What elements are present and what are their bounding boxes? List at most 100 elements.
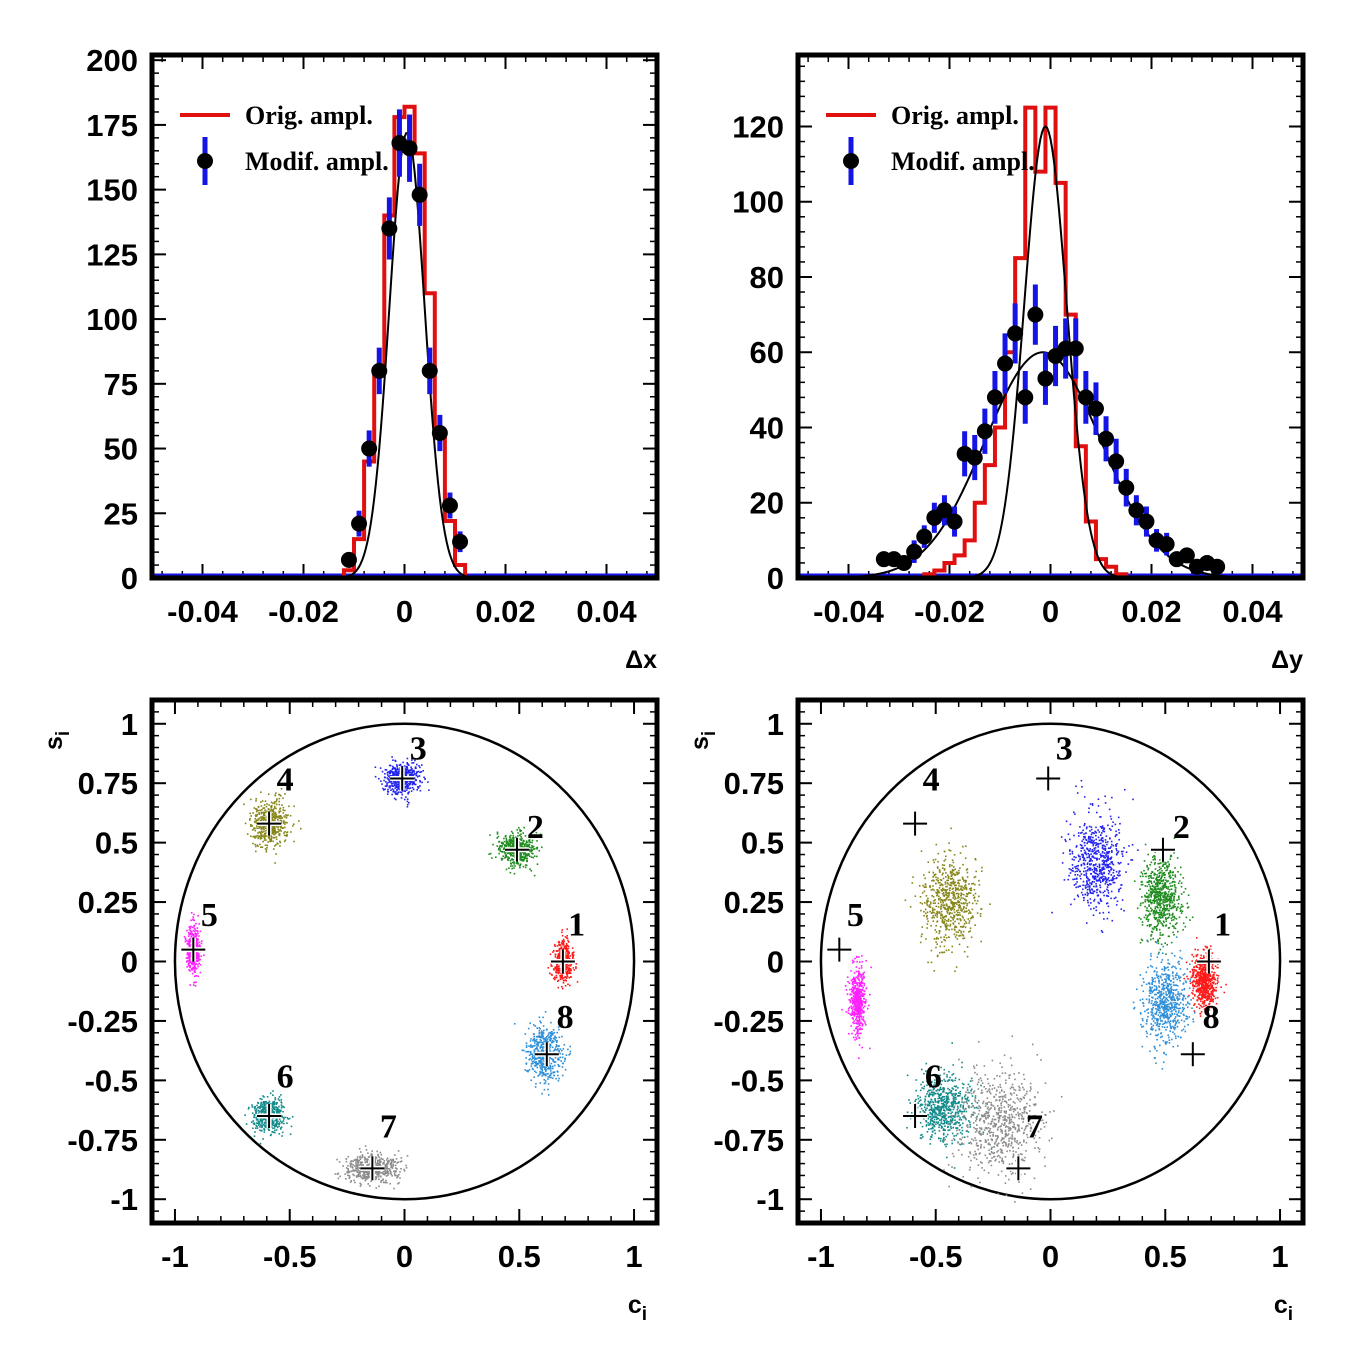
- scatter-point: [539, 1038, 542, 1041]
- scatter-point: [267, 810, 269, 813]
- scatter-point: [197, 932, 199, 935]
- scatter-point: [505, 851, 507, 854]
- scatter-point: [273, 1106, 276, 1108]
- scatter-point: [404, 782, 406, 784]
- scatter-point: [540, 1031, 543, 1034]
- scatter-point: [506, 844, 508, 846]
- x-tick-label: -0.04: [813, 594, 884, 629]
- scatter-point: [274, 818, 276, 820]
- x-tick-label: -0.5: [909, 1239, 962, 1274]
- scatter-point: [532, 1033, 535, 1035]
- scatter-point: [276, 816, 279, 818]
- scatter-point: [406, 766, 408, 768]
- scatter-point: [403, 1170, 406, 1172]
- scatter-point: [556, 969, 559, 971]
- scatter-point: [356, 1176, 358, 1178]
- scatter-point: [565, 972, 568, 974]
- scatter-point: [346, 1172, 348, 1174]
- legend-modif-label: Modif. ampl.: [245, 147, 389, 176]
- scatter-point: [511, 836, 514, 839]
- scatter-point: [528, 839, 530, 842]
- scatter-point: [552, 977, 555, 980]
- scatter-point: [520, 839, 523, 841]
- scatter-point: [262, 835, 264, 837]
- scatter-point: [568, 1054, 570, 1056]
- scatter-point: [508, 857, 510, 859]
- scatter-point: [358, 1159, 361, 1162]
- scatter-point: [400, 1160, 403, 1162]
- scatter-point: [284, 793, 286, 795]
- scatter-point: [259, 1129, 261, 1131]
- scatter-point: [394, 771, 396, 773]
- scatter-point: [541, 1071, 543, 1073]
- scatter-point: [564, 1058, 566, 1060]
- scatter-point: [285, 817, 288, 819]
- scatter-point: [196, 944, 198, 946]
- scatter-point: [406, 769, 408, 772]
- legend-modif-label: Modif. ampl.: [891, 147, 1035, 176]
- scatter-point: [541, 1065, 543, 1068]
- y-tick-label: -0.25: [67, 1004, 138, 1039]
- scatter-point: [200, 955, 203, 957]
- scatter-point: [392, 768, 394, 770]
- scatter-point: [189, 960, 192, 962]
- scatter-point: [499, 848, 501, 850]
- scatter-point: [565, 945, 567, 948]
- scatter-point: [557, 1074, 559, 1077]
- scatter-point: [188, 955, 190, 958]
- scatter-point: [256, 808, 258, 810]
- scatter-point: [389, 1182, 391, 1185]
- scatter-point: [522, 839, 525, 842]
- modif-ampl-point: [1209, 558, 1226, 575]
- scatter-point: [189, 929, 192, 932]
- scatter-point: [1204, 971, 1206, 973]
- scatter-point: [544, 1082, 547, 1084]
- scatter-point: [255, 820, 258, 822]
- scatter-point: [271, 1109, 274, 1112]
- scatter-point: [392, 1159, 395, 1161]
- scatter-point: [374, 1178, 377, 1181]
- scatter-point: [251, 1112, 254, 1114]
- scatter-point: [525, 1051, 527, 1053]
- scatter-point: [555, 1077, 557, 1080]
- scatter-point: [271, 828, 273, 831]
- scatter-point: [549, 1057, 551, 1059]
- scatter-point: [549, 1074, 552, 1076]
- scatter-point: [374, 1162, 377, 1164]
- scatter-point: [499, 845, 501, 848]
- scatter-point: [278, 1112, 281, 1114]
- scatter-point: [538, 1032, 541, 1035]
- scatter-point: [387, 1174, 389, 1176]
- scatter-point: [263, 1096, 265, 1098]
- scatter-point: [541, 1075, 543, 1077]
- scatter-point: [566, 954, 569, 957]
- x-tick-label: 0.02: [1121, 594, 1181, 629]
- scatter-point: [188, 965, 190, 967]
- scatter-point: [559, 1052, 562, 1055]
- scatter-point: [410, 773, 413, 775]
- scatter-point: [275, 1125, 278, 1128]
- scatter-point: [510, 865, 512, 867]
- scatter-point: [261, 827, 264, 830]
- scatter-point: [536, 1042, 538, 1045]
- scatter-point: [253, 807, 256, 809]
- scatter-point: [280, 1094, 282, 1096]
- scatter-point: [538, 1041, 541, 1044]
- scatter-point: [397, 783, 400, 786]
- x-tick-label: -0.02: [914, 594, 985, 629]
- scatter-point: [539, 1066, 542, 1069]
- scatter-point: [561, 929, 564, 931]
- scatter-point: [377, 1155, 380, 1157]
- scatter-point: [547, 1065, 549, 1068]
- scatter-point: [534, 1042, 536, 1044]
- scatter-point: [187, 957, 189, 960]
- scatter-point: [564, 946, 567, 949]
- scatter-point: [387, 1172, 390, 1175]
- scatter-point: [560, 1060, 562, 1062]
- scatter-point: [282, 827, 284, 829]
- scatter-point: [545, 1068, 547, 1071]
- scatter-point: [387, 771, 389, 773]
- scatter-point: [271, 810, 274, 812]
- scatter-point: [528, 845, 530, 847]
